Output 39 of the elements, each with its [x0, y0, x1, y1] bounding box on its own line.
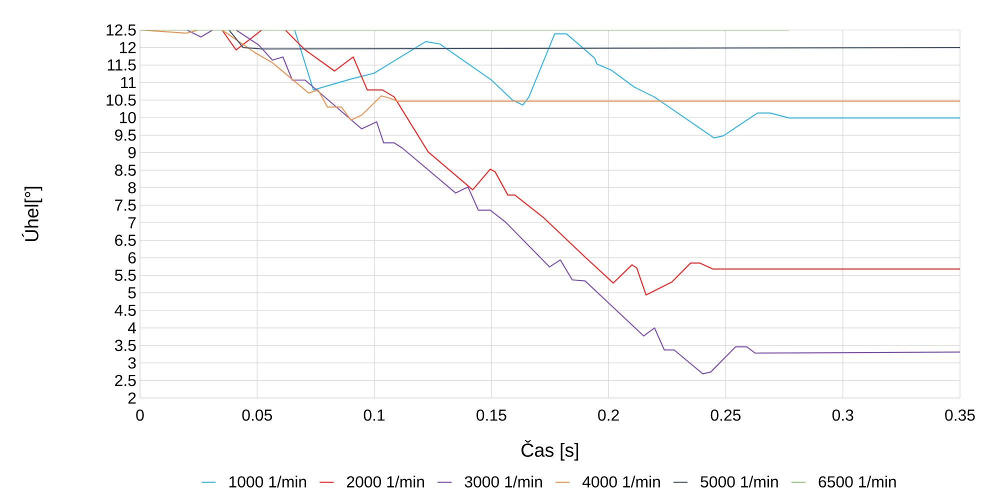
legend-label: 1000 1/min — [229, 476, 306, 488]
y-tick-label: 3 — [128, 357, 136, 369]
x-tick-label: 0.05 — [242, 410, 272, 421]
y-tick-label: 10.5 — [106, 94, 136, 106]
y-tick-label: 8 — [128, 182, 136, 194]
y-tick-label: 9 — [128, 147, 136, 158]
y-axis-title: Úhel[°] — [22, 186, 42, 242]
y-tick-label: 8.5 — [115, 164, 136, 176]
y-tick-label: 3.5 — [114, 340, 136, 352]
x-tick-label: 0.35 — [945, 410, 975, 421]
legend-label: 4000 1/min — [582, 476, 660, 488]
x-tick-label: 0.15 — [476, 410, 506, 421]
y-tick-label: 2 — [128, 392, 136, 404]
legend-label: 6500 1/min — [818, 476, 896, 488]
legend-label: 3000 1/min — [464, 476, 542, 488]
y-tick-label: 6.5 — [115, 234, 136, 246]
x-tick-label: 0 — [136, 410, 144, 421]
y-tick-label: 12 — [120, 42, 136, 54]
y-tick-label: 12.5 — [106, 24, 136, 36]
y-tick-label: 11.5 — [108, 59, 136, 71]
x-tick-label: 0.3 — [832, 410, 854, 421]
y-tick-label: 6 — [128, 252, 136, 264]
legend-label: 5000 1/min — [700, 476, 778, 488]
x-axis-title: Čas [s] — [522, 440, 578, 461]
x-tick-label: 0.25 — [710, 410, 741, 421]
line-series — [140, 30, 960, 121]
legend-label: 2000 1/min — [346, 476, 424, 488]
y-tick-label: 4 — [128, 322, 136, 334]
x-tick-label: 0.1 — [364, 410, 385, 421]
y-tick-label: 5.5 — [114, 270, 136, 281]
y-tick-label: 7 — [128, 217, 136, 228]
y-tick-label: 11 — [121, 77, 136, 88]
y-tick-label: 5 — [128, 287, 136, 298]
x-tick-label: 0.2 — [598, 410, 619, 421]
y-tick-label: 9.5 — [115, 130, 136, 141]
y-tick-label: 2.5 — [115, 374, 136, 386]
y-tick-label: 4.5 — [114, 304, 136, 316]
y-tick-label: 7.5 — [115, 200, 136, 211]
y-tick-label: 10 — [120, 112, 136, 124]
